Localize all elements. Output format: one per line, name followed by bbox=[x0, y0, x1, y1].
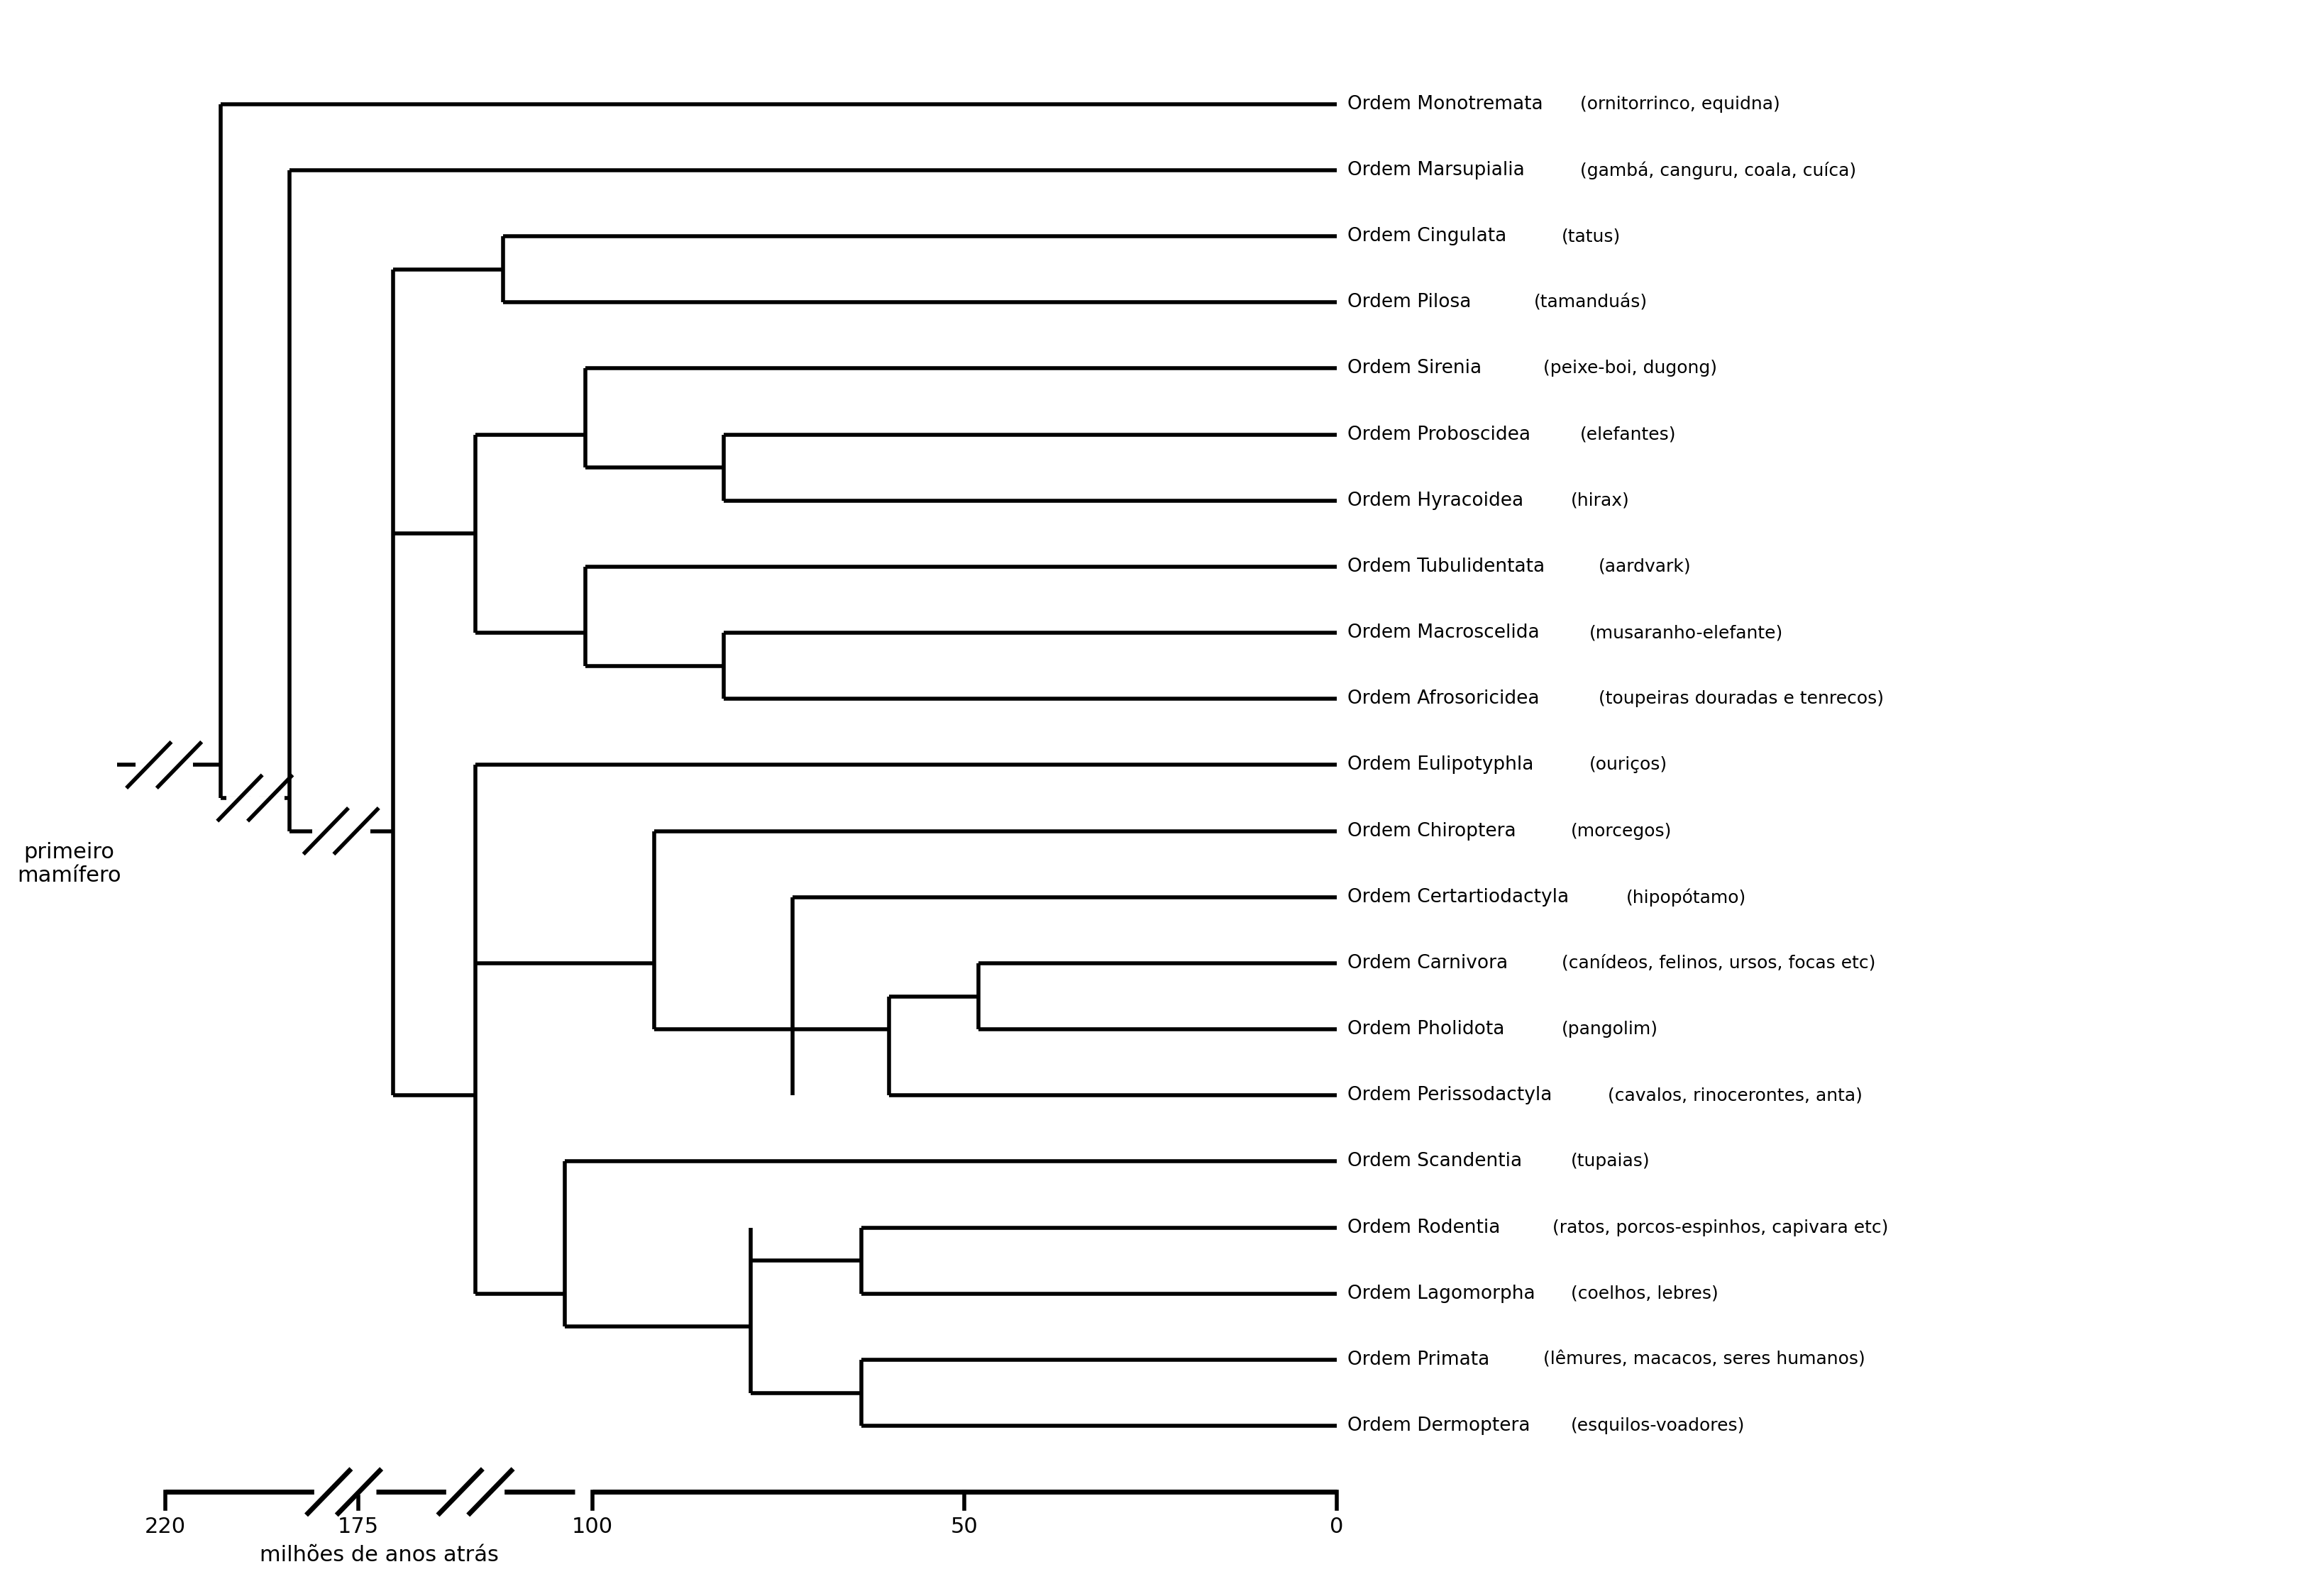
Text: Ordem Dermoptera: Ordem Dermoptera bbox=[1347, 1417, 1531, 1435]
Text: Ordem Sirenia: Ordem Sirenia bbox=[1347, 359, 1483, 378]
Text: 0: 0 bbox=[1331, 1516, 1344, 1537]
Text: Ordem Certartiodactyla: Ordem Certartiodactyla bbox=[1347, 887, 1568, 907]
Text: Ordem Hyracoidea: Ordem Hyracoidea bbox=[1347, 492, 1524, 509]
Text: Ordem Rodentia: Ordem Rodentia bbox=[1347, 1218, 1501, 1237]
Text: (toupeiras douradas e tenrecos): (toupeiras douradas e tenrecos) bbox=[1598, 691, 1884, 707]
Text: Ordem Afrosoricidea: Ordem Afrosoricidea bbox=[1347, 689, 1540, 709]
Text: (hipopótamo): (hipopótamo) bbox=[1626, 887, 1746, 907]
Text: (lêmures, macacos, seres humanos): (lêmures, macacos, seres humanos) bbox=[1543, 1352, 1866, 1368]
Text: (tamanduás): (tamanduás) bbox=[1533, 294, 1649, 311]
Text: (hirax): (hirax) bbox=[1570, 492, 1630, 509]
Text: (cavalos, rinocerontes, anta): (cavalos, rinocerontes, anta) bbox=[1607, 1087, 1863, 1104]
Text: (ouriços): (ouriços) bbox=[1589, 757, 1667, 774]
Text: Ordem Macroscelida: Ordem Macroscelida bbox=[1347, 624, 1540, 642]
Text: (peixe-boi, dugong): (peixe-boi, dugong) bbox=[1543, 361, 1718, 377]
Text: Ordem Eulipotyphla: Ordem Eulipotyphla bbox=[1347, 757, 1533, 774]
Text: (ornitorrinco, equidna): (ornitorrinco, equidna) bbox=[1580, 96, 1780, 113]
Text: (canídeos, felinos, ursos, focas etc): (canídeos, felinos, ursos, focas etc) bbox=[1561, 954, 1875, 972]
Text: (aardvark): (aardvark) bbox=[1598, 559, 1693, 575]
Text: Ordem Tubulidentata: Ordem Tubulidentata bbox=[1347, 557, 1545, 576]
Text: Ordem Proboscidea: Ordem Proboscidea bbox=[1347, 425, 1531, 444]
Text: (ratos, porcos-espinhos, capivara etc): (ratos, porcos-espinhos, capivara etc) bbox=[1552, 1219, 1889, 1235]
Text: Ordem Scandentia: Ordem Scandentia bbox=[1347, 1152, 1522, 1171]
Text: 220: 220 bbox=[145, 1516, 187, 1537]
Text: Ordem Perissodactyla: Ordem Perissodactyla bbox=[1347, 1087, 1552, 1104]
Text: Ordem Pholidota: Ordem Pholidota bbox=[1347, 1020, 1506, 1039]
Text: (musaranho-elefante): (musaranho-elefante) bbox=[1589, 624, 1783, 642]
Text: Ordem Marsupialia: Ordem Marsupialia bbox=[1347, 161, 1524, 179]
Text: (tupaias): (tupaias) bbox=[1570, 1152, 1651, 1170]
Text: Ordem Monotremata: Ordem Monotremata bbox=[1347, 94, 1543, 113]
Text: Ordem Cingulata: Ordem Cingulata bbox=[1347, 227, 1506, 246]
Text: (morcegos): (morcegos) bbox=[1570, 822, 1672, 839]
Text: 50: 50 bbox=[950, 1516, 978, 1537]
Text: Ordem Carnivora: Ordem Carnivora bbox=[1347, 954, 1508, 972]
Text: Ordem Lagomorpha: Ordem Lagomorpha bbox=[1347, 1285, 1536, 1302]
Text: (esquilos-voadores): (esquilos-voadores) bbox=[1570, 1417, 1746, 1435]
Text: (coelhos, lebres): (coelhos, lebres) bbox=[1570, 1285, 1718, 1302]
Text: 100: 100 bbox=[572, 1516, 613, 1537]
Text: (tatus): (tatus) bbox=[1561, 228, 1621, 244]
Text: Ordem Pilosa: Ordem Pilosa bbox=[1347, 294, 1471, 311]
Text: 175: 175 bbox=[337, 1516, 378, 1537]
Text: (gambá, canguru, coala, cuíca): (gambá, canguru, coala, cuíca) bbox=[1580, 161, 1856, 179]
Text: primeiro
mamífero: primeiro mamífero bbox=[16, 841, 120, 886]
Text: Ordem Chiroptera: Ordem Chiroptera bbox=[1347, 822, 1517, 839]
Text: (pangolim): (pangolim) bbox=[1561, 1021, 1658, 1037]
Text: milhões de anos atrás: milhões de anos atrás bbox=[261, 1545, 498, 1566]
Text: (elefantes): (elefantes) bbox=[1580, 426, 1676, 444]
Text: Ordem Primata: Ordem Primata bbox=[1347, 1350, 1490, 1369]
